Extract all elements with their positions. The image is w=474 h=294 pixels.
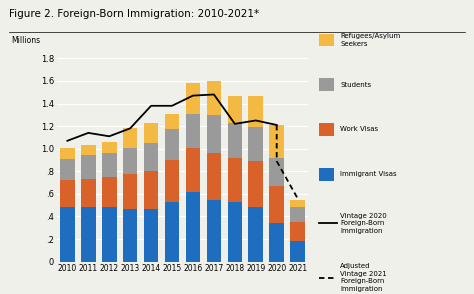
Bar [290, 241, 305, 262]
Bar [102, 177, 117, 208]
Text: Work Visas: Work Visas [340, 126, 378, 132]
Bar [81, 208, 96, 262]
Bar [207, 81, 221, 115]
Bar [164, 160, 179, 202]
Bar [123, 148, 137, 173]
Bar [186, 148, 201, 192]
Text: Adjusted
Vintage 2021
Foreign-Born
Immigration: Adjusted Vintage 2021 Foreign-Born Immig… [340, 263, 387, 292]
Bar [207, 115, 221, 153]
Bar [269, 158, 284, 186]
Bar [319, 168, 334, 181]
Bar [60, 148, 75, 159]
Bar [102, 142, 117, 153]
Bar [164, 202, 179, 262]
Bar [102, 208, 117, 262]
Bar [319, 34, 334, 46]
Bar [164, 129, 179, 160]
Bar [81, 145, 96, 156]
Bar [228, 123, 242, 158]
Bar [164, 114, 179, 129]
Bar [207, 153, 221, 200]
Bar [123, 208, 137, 262]
Bar [60, 180, 75, 208]
Bar [248, 127, 263, 161]
Bar [228, 96, 242, 123]
Bar [248, 208, 263, 262]
Bar [60, 208, 75, 262]
Bar [186, 83, 201, 114]
Bar [248, 161, 263, 208]
Bar [290, 200, 305, 208]
Bar [269, 186, 284, 223]
Bar [319, 78, 334, 91]
Bar [144, 208, 158, 262]
Bar [123, 173, 137, 208]
Bar [290, 222, 305, 241]
Bar [144, 143, 158, 171]
Bar [248, 96, 263, 127]
Bar [186, 192, 201, 262]
Text: Immigrant Visas: Immigrant Visas [340, 171, 397, 177]
Text: Students: Students [340, 82, 372, 88]
Bar [269, 125, 284, 158]
Bar [319, 123, 334, 136]
Text: Vintage 2020
Foreign-Born
Immigration: Vintage 2020 Foreign-Born Immigration [340, 213, 387, 234]
Bar [123, 128, 137, 148]
Bar [144, 123, 158, 143]
Bar [228, 202, 242, 262]
Bar [290, 208, 305, 222]
Bar [102, 153, 117, 177]
Bar [207, 200, 221, 262]
Text: Figure 2. Foreign-Born Immigration: 2010-2021*: Figure 2. Foreign-Born Immigration: 2010… [9, 9, 260, 19]
Bar [144, 171, 158, 208]
Bar [60, 159, 75, 180]
Bar [269, 223, 284, 262]
Bar [81, 156, 96, 179]
Bar [186, 114, 201, 148]
Text: Refugees/Asylum
Seekers: Refugees/Asylum Seekers [340, 33, 401, 47]
Bar [228, 158, 242, 202]
Bar [81, 179, 96, 208]
Text: Millions: Millions [12, 36, 41, 45]
